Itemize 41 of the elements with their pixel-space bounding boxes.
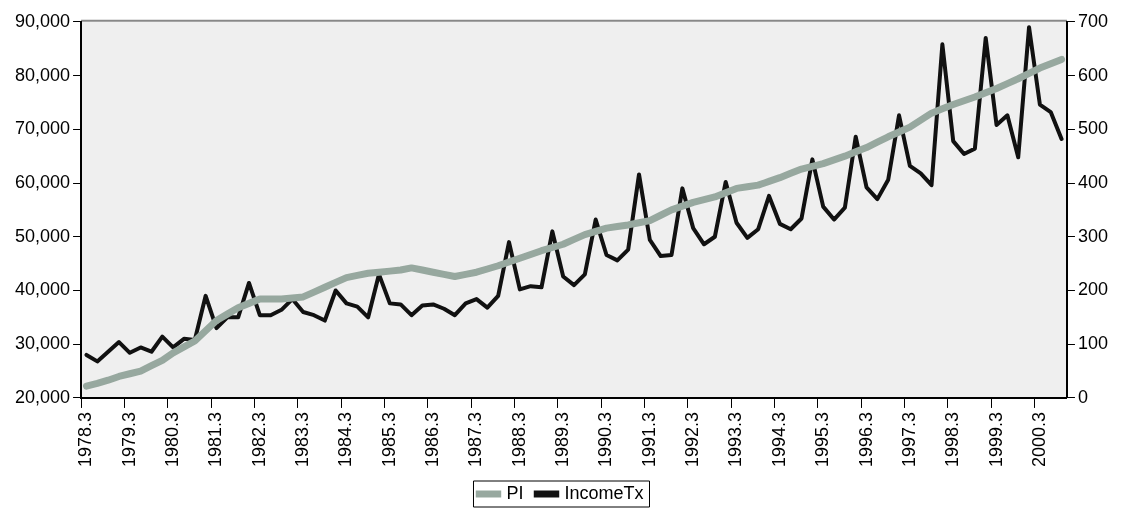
x-tick-label: 1983.3 <box>292 411 313 468</box>
x-tick-label: 1999.3 <box>985 411 1006 468</box>
y-tick-label: 30,000 <box>14 333 71 354</box>
x-tick-label: 2000.3 <box>1028 411 1049 468</box>
legend-label: PI <box>506 482 524 503</box>
y-tick-label: 90,000 <box>14 10 71 31</box>
y-tick-label: 80,000 <box>14 64 71 85</box>
y-tick-label: 60,000 <box>14 171 71 192</box>
x-tick-label: 1990.3 <box>595 411 616 468</box>
y2-tick-label: 100 <box>1077 333 1109 354</box>
legend-label: IncomeTx <box>564 482 644 503</box>
x-tick-label: 1991.3 <box>638 411 659 468</box>
y2-tick-label: 500 <box>1077 118 1109 139</box>
x-tick-label: 1993.3 <box>725 411 746 468</box>
y2-tick-label: 400 <box>1077 171 1109 192</box>
y-tick-label: 50,000 <box>14 225 71 246</box>
x-tick-label: 1985.3 <box>378 411 399 468</box>
y2-tick-label: 700 <box>1077 10 1109 31</box>
y-tick-label: 70,000 <box>14 118 71 139</box>
x-tick-label: 1988.3 <box>508 411 529 468</box>
x-tick-label: 1981.3 <box>205 411 226 468</box>
x-tick-label: 1998.3 <box>942 411 963 468</box>
x-tick-label: 1980.3 <box>162 411 183 468</box>
y2-tick-label: 200 <box>1077 279 1109 300</box>
x-tick-label: 1986.3 <box>422 411 443 468</box>
x-tick-label: 1994.3 <box>768 411 789 468</box>
y-tick-label: 20,000 <box>14 386 71 407</box>
x-tick-label: 1987.3 <box>465 411 486 468</box>
x-tick-label: 1982.3 <box>248 411 269 468</box>
x-tick-label: 1979.3 <box>118 411 139 468</box>
x-tick-label: 1995.3 <box>812 411 833 468</box>
y2-tick-label: 300 <box>1077 225 1109 246</box>
y-tick-label: 40,000 <box>14 279 71 300</box>
y2-tick-label: 0 <box>1077 386 1088 407</box>
x-tick-label: 1984.3 <box>335 411 356 468</box>
x-tick-label: 1978.3 <box>75 411 96 468</box>
x-tick-label: 1992.3 <box>682 411 703 468</box>
x-tick-label: 1996.3 <box>855 411 876 468</box>
x-tick-label: 1989.3 <box>552 411 573 468</box>
x-tick-label: 1997.3 <box>898 411 919 468</box>
y2-tick-label: 600 <box>1077 64 1109 85</box>
